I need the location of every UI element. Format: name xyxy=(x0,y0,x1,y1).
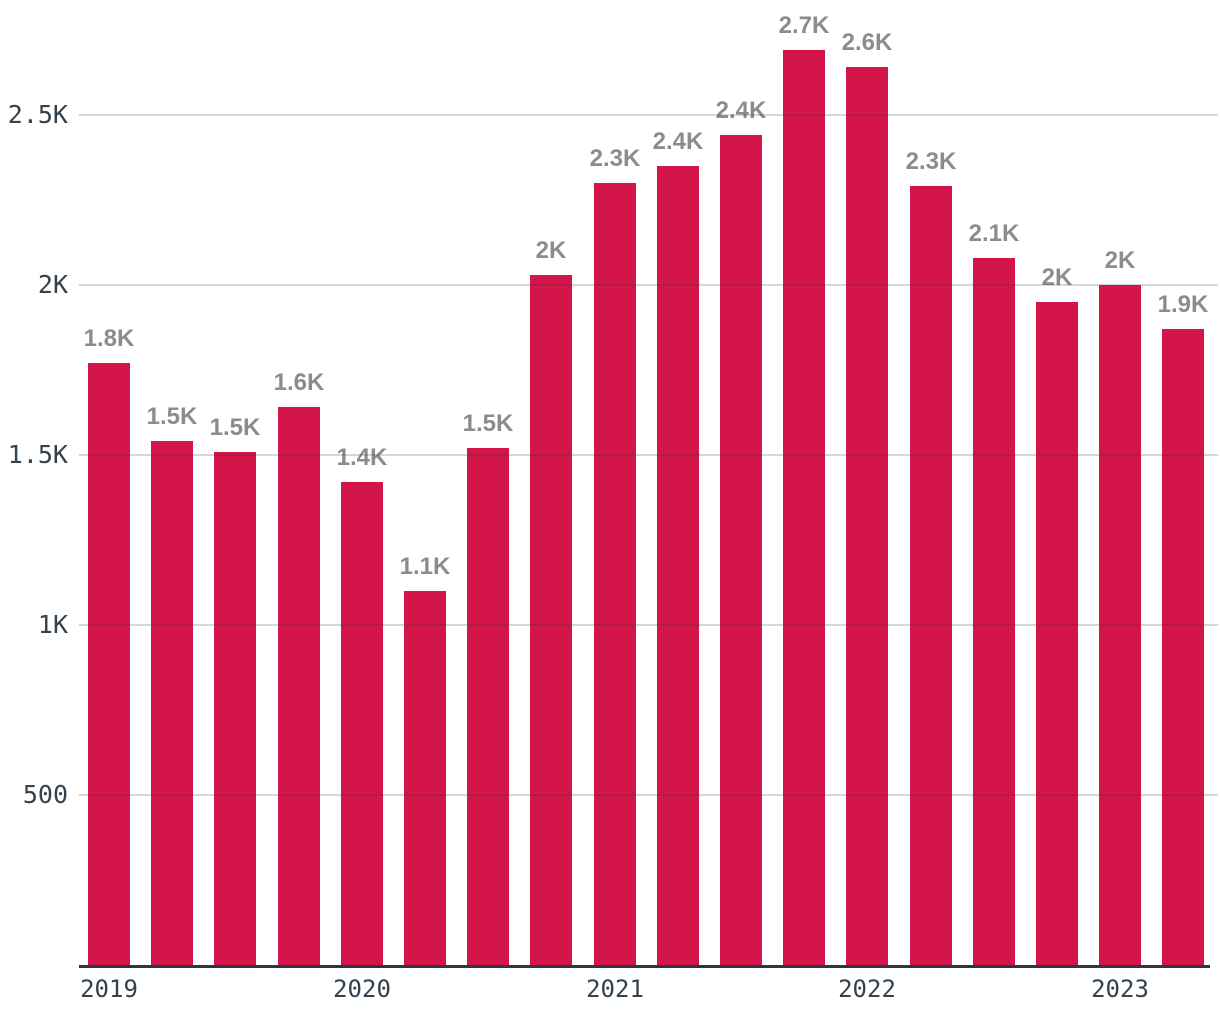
gridline xyxy=(79,114,1218,116)
bar[interactable] xyxy=(1162,329,1204,965)
bar-value-label: 1.9K xyxy=(1157,291,1209,318)
bar-value-label: 1.4K xyxy=(336,444,388,471)
bar[interactable] xyxy=(278,407,320,965)
y-axis-tick-label: 1.5K xyxy=(7,440,68,469)
bar-value-label: 2K xyxy=(1104,247,1136,274)
bar-value-label: 1.5K xyxy=(462,410,514,437)
bar[interactable] xyxy=(341,482,383,965)
bar-value-label: 2.4K xyxy=(652,128,704,155)
x-axis-tick-label: 2021 xyxy=(586,975,644,1003)
bar[interactable] xyxy=(404,591,446,965)
y-axis-tick-label: 2K xyxy=(37,270,68,299)
bar[interactable] xyxy=(88,363,130,965)
bar[interactable] xyxy=(151,441,193,965)
bar-value-label: 2.6K xyxy=(841,29,893,56)
bar-value-label: 1.6K xyxy=(273,369,325,396)
bar-value-label: 2.1K xyxy=(968,220,1020,247)
bar-value-label: 2.3K xyxy=(589,145,641,172)
x-axis-tick-label: 2020 xyxy=(333,975,391,1003)
bar[interactable] xyxy=(467,448,509,965)
bar-value-label: 2.3K xyxy=(905,148,957,175)
x-axis-line xyxy=(79,965,1210,968)
bar[interactable] xyxy=(846,67,888,965)
bar-value-label: 1.5K xyxy=(146,403,198,430)
x-axis-tick-label: 2019 xyxy=(80,975,138,1003)
bar[interactable] xyxy=(1036,302,1078,965)
bar-value-label: 1.8K xyxy=(83,325,135,352)
bar[interactable] xyxy=(1099,285,1141,965)
bar-value-label: 2K xyxy=(1041,264,1073,291)
x-axis-tick-label: 2023 xyxy=(1091,975,1149,1003)
bar[interactable] xyxy=(594,183,636,965)
bar-value-label: 2K xyxy=(535,237,567,264)
bar[interactable] xyxy=(657,166,699,965)
bar[interactable] xyxy=(973,258,1015,965)
bar[interactable] xyxy=(720,135,762,965)
bar-value-label: 1.5K xyxy=(209,414,261,441)
y-axis-tick-label: 500 xyxy=(22,780,68,809)
bar[interactable] xyxy=(214,452,256,965)
bar[interactable] xyxy=(910,186,952,965)
bar-value-label: 1.1K xyxy=(399,553,451,580)
bar[interactable] xyxy=(530,275,572,965)
x-axis-tick-label: 2022 xyxy=(838,975,896,1003)
bar-value-label: 2.7K xyxy=(778,12,830,39)
bar-value-label: 2.4K xyxy=(715,97,767,124)
y-axis-tick-label: 2.5K xyxy=(7,100,68,129)
y-axis-tick-label: 1K xyxy=(37,610,68,639)
bar[interactable] xyxy=(783,50,825,965)
